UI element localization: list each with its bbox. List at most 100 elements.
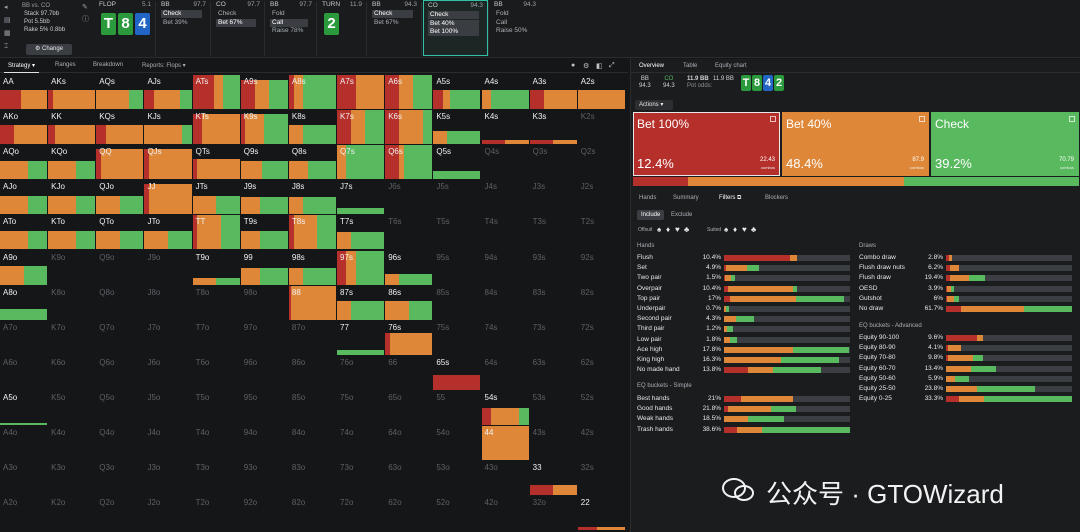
hand-cell[interactable]: JTs [192,180,241,216]
hand-cell[interactable]: T9o [192,250,241,286]
hand-cell[interactable]: 86s [385,285,434,321]
offsuit-heart-icon[interactable]: ♥ [675,225,680,234]
tab-table[interactable]: Table [683,63,698,69]
tab-equity-chart[interactable]: Equity chart [715,63,747,69]
hand-cell[interactable]: K4o [48,426,97,462]
filter-row[interactable]: Gutshot 6% [859,294,1075,303]
hand-cell[interactable]: 33 [529,461,578,497]
filter-row[interactable]: Flush 10.4% [637,253,853,262]
history-action[interactable]: Bet 67% [374,18,399,26]
hand-cell[interactable]: 76s [385,320,434,356]
hand-cell[interactable]: AA [0,75,49,111]
hand-cell[interactable]: 72o [337,496,386,532]
hand-cell[interactable]: 82o [288,496,338,532]
hand-cell[interactable]: Q6s [385,145,434,181]
hand-cell[interactable]: J9o [144,250,193,286]
filter-row[interactable]: King high 16.3% [637,355,853,364]
hand-cell[interactable]: T8o [192,285,241,321]
hand-cell[interactable]: K9o [48,250,97,286]
filter-row[interactable]: Trash hands 38.6% [637,425,853,434]
hand-cell[interactable]: 53s [529,390,578,426]
hand-cell[interactable]: 62o [385,496,434,532]
history-step-1[interactable]: BB 97.7 Check Bet 39% [157,0,210,56]
hand-cell[interactable]: 75s [433,320,482,356]
hand-cell[interactable]: AKs [48,75,97,111]
hand-cell[interactable]: K4s [481,110,530,146]
hand-cell[interactable]: 74o [337,426,386,462]
hand-cell[interactable]: K8s [288,110,338,146]
hand-cell[interactable]: 93s [529,250,578,286]
hand-cell[interactable]: 62s [577,355,626,391]
hand-cell[interactable]: QJo [96,180,145,216]
hand-cell[interactable]: J3s [529,180,578,216]
back-icon[interactable]: ◂ [4,4,8,11]
hand-cell[interactable]: J8s [288,180,338,216]
hand-cell[interactable]: 85o [288,390,338,426]
hand-cell[interactable]: 64s [481,355,530,391]
tab-blockers[interactable]: Blockers [765,195,789,201]
history-action[interactable]: Raise 50% [496,27,528,34]
history-action[interactable]: Bet 67% [216,18,256,27]
hand-cell[interactable]: T6o [192,355,241,391]
hand-cell[interactable]: K5o [48,390,97,426]
hand-cell[interactable]: 83s [529,285,578,321]
suited-diamond-icon[interactable]: ♦ [733,225,738,234]
history-step-2[interactable]: CO 97.7 Check Bet 67% [212,0,264,56]
hand-cell[interactable]: 32o [529,496,578,532]
tab-ranges[interactable]: Ranges [55,62,76,68]
filter-row[interactable]: OESD 3.9% [859,284,1075,293]
hand-cell[interactable]: 86o [288,355,338,391]
hand-cell[interactable]: QQ [96,145,145,181]
save-icon[interactable]: ▤ [4,17,11,24]
hand-cell[interactable]: A5o [0,390,49,426]
hand-cell[interactable]: 93o [240,461,289,497]
hand-cell[interactable]: A8s [288,75,338,111]
hand-cell[interactable]: K6s [385,110,434,146]
hand-cell[interactable]: KQs [96,110,145,146]
hand-cell[interactable]: 42o [481,496,530,532]
hand-cell[interactable]: 77 [337,320,386,356]
hand-cell[interactable]: 83o [288,461,338,497]
hand-cell[interactable]: JJ [144,180,193,216]
hand-cell[interactable]: 63o [385,461,434,497]
hand-cell[interactable]: T3o [192,461,241,497]
hand-cell[interactable]: KJo [48,180,97,216]
hand-cell[interactable]: A8o [0,285,49,321]
hand-cell[interactable]: QTs [192,145,241,181]
hand-cell[interactable]: Q4o [96,426,145,462]
history-step-4[interactable]: TURN 11.9 2 [318,0,366,56]
hand-cell[interactable]: J5s [433,180,482,216]
hand-cell[interactable]: T7s [337,215,386,251]
history-step-7[interactable]: BB 94.3 Fold Call Raise 50% [490,0,540,56]
hand-cell[interactable]: AQo [0,145,49,181]
hand-cell[interactable]: 87s [337,285,386,321]
hand-cell[interactable]: Q8s [288,145,338,181]
hand-cell[interactable]: A9o [0,250,49,286]
hand-cell[interactable]: J2o [144,496,193,532]
hand-cell[interactable]: J9s [240,180,289,216]
tab-breakdown[interactable]: Breakdown [93,62,124,68]
filter-row[interactable]: Low pair 1.8% [637,335,853,344]
hand-cell[interactable]: 54s [481,390,530,426]
history-step-0[interactable]: FLOP 5.1 T 8 4 [95,0,155,56]
hand-cell[interactable]: AKo [0,110,49,146]
hand-cell[interactable]: AJo [0,180,49,216]
suited-heart-icon[interactable]: ♥ [742,225,747,234]
hand-cell[interactable]: K7o [48,320,97,356]
hand-cell[interactable]: 82s [577,285,626,321]
hand-cell[interactable]: Q2s [577,145,626,181]
hand-cell[interactable]: T4o [192,426,241,462]
hand-cell[interactable]: KTs [192,110,241,146]
hand-cell[interactable]: T7o [192,320,241,356]
hand-cell[interactable]: K2o [48,496,97,532]
hand-cell[interactable]: Q7o [96,320,145,356]
expand-icon[interactable] [1069,116,1075,122]
hand-cell[interactable]: 99 [240,250,289,286]
offsuit-club-icon[interactable]: ♣ [684,225,690,234]
hand-cell[interactable]: A2s [577,75,626,111]
info-icon[interactable]: ⓘ [82,16,89,23]
hand-cell[interactable]: KK [48,110,97,146]
action-box-0[interactable]: Bet 100% 12.4% 22.43 combos [633,112,780,176]
history-step-5[interactable]: BB 94.3 Check Bet 67% [368,0,421,56]
filter-row[interactable]: Equity 50-60 5.9% [859,374,1075,383]
